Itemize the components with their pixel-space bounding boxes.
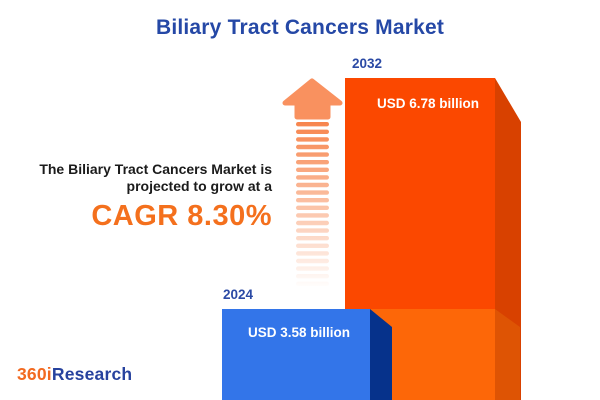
cagr-value: CAGR 8.30% bbox=[91, 200, 272, 232]
arrow-dashes bbox=[296, 122, 329, 286]
annotation-line-1: The Biliary Tract Cancers Market is bbox=[39, 161, 272, 177]
year-label-2032: 2032 bbox=[352, 56, 383, 71]
value-label-2032: USD 6.78 billion bbox=[377, 96, 480, 111]
page-title: Biliary Tract Cancers Market bbox=[155, 16, 445, 39]
growth-arrow-icon bbox=[282, 78, 343, 286]
bar-2024-face bbox=[222, 309, 370, 400]
bar-2024-side bbox=[370, 309, 392, 400]
year-label-2024: 2024 bbox=[223, 287, 254, 302]
bar-2032-lower-side bbox=[495, 309, 520, 400]
brand-logo: 360iResearch bbox=[17, 364, 132, 385]
annotation-line-2: projected to grow at a bbox=[126, 178, 272, 194]
logo-part-research: Research bbox=[51, 364, 133, 384]
annotation-block: The Biliary Tract Cancers Market is proj… bbox=[0, 161, 272, 233]
arrow-head bbox=[282, 78, 343, 120]
value-label-2024: USD 3.58 billion bbox=[248, 325, 351, 340]
logo-part-360i: 360i bbox=[17, 364, 52, 384]
